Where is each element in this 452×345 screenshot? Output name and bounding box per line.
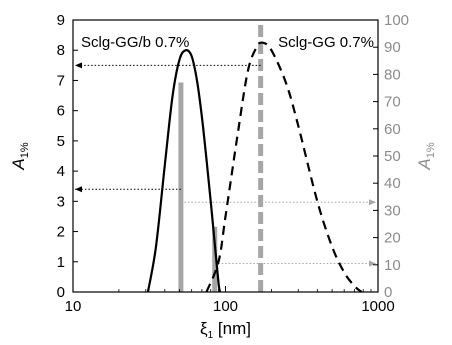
y-left-axis-title-symbol: A <box>9 158 28 170</box>
y-left-tick-label-9: 9 <box>57 12 65 29</box>
y-right-tick-label-10: 100 <box>384 12 409 29</box>
y-left-axis-title-subscript: 1% <box>19 142 31 158</box>
x-axis-title-symbol: ξ <box>200 319 208 338</box>
y-left-tick-label-5: 5 <box>57 133 65 150</box>
y-right-tick-label-0: 0 <box>384 284 392 301</box>
y-right-tick-label-9: 90 <box>384 39 401 56</box>
y-left-tick-label-2: 2 <box>57 224 65 241</box>
x-tick-label-1: 100 <box>213 298 238 315</box>
y-right-tick-label-7: 70 <box>384 94 401 111</box>
x-tick-label-0: 10 <box>65 298 82 315</box>
y-right-tick-label-3: 30 <box>384 202 401 219</box>
y-right-tick-label-4: 40 <box>384 175 401 192</box>
annotation-sclg-gg: Sclg-GG 0.7% <box>278 34 374 51</box>
y-left-tick-label-6: 6 <box>57 103 65 120</box>
y-left-tick-label-3: 3 <box>57 193 65 210</box>
x-axis-title-unit: [nm] <box>213 319 251 338</box>
y-right-axis-title-subscript: 1% <box>425 142 437 158</box>
x-tick-label-2: 1000 <box>361 298 394 315</box>
series-curve-1 <box>205 41 363 293</box>
y-left-axis-title: A1% <box>9 142 31 170</box>
y-right-tick-label-1: 10 <box>384 257 401 274</box>
annotation-sclg-gg-b: Sclg-GG/b 0.7% <box>81 34 189 51</box>
y-right-tick-label-8: 80 <box>384 66 401 83</box>
curves <box>146 41 363 293</box>
y-right-tick-label-2: 20 <box>384 230 401 247</box>
y-left-tick-label-1: 1 <box>57 254 65 271</box>
arrows <box>75 62 376 267</box>
y-left-tick-label-8: 8 <box>57 42 65 59</box>
x-axis-title-subscript: 1 <box>208 330 214 341</box>
annotations: Sclg-GG/b 0.7% Sclg-GG 0.7% <box>81 34 374 51</box>
plot-area-frame <box>72 19 379 293</box>
series-curve-0 <box>146 49 222 293</box>
y-right-axis-title: A1% <box>415 142 437 170</box>
y-right-tick-label-5: 50 <box>384 148 401 165</box>
y-left-tick-label-0: 0 <box>57 284 65 301</box>
y-left-tick-label-4: 4 <box>57 163 65 180</box>
y-right-axis-title-symbol: A <box>415 158 434 170</box>
y-right-tick-label-6: 60 <box>384 121 401 138</box>
y-left-tick-label-7: 7 <box>57 72 65 89</box>
x-axis-title: ξ1 [nm] <box>200 319 251 341</box>
